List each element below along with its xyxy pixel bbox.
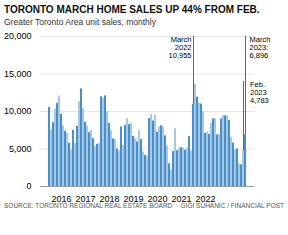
svg-text:2019: 2019	[123, 194, 143, 202]
html-text:Greater Toronto Area unit sale: Greater Toronto Area unit sales, monthly	[4, 17, 156, 27]
svg-text:2018: 2018	[99, 194, 119, 202]
html-text:TORONTO MARCH HOME SALES UP 44: TORONTO MARCH HOME SALES UP 44% FROM FEB…	[4, 4, 260, 15]
svg-text:2017: 2017	[75, 194, 95, 202]
svg-text:March2023:6,896: March2023:6,896	[250, 35, 271, 60]
svg-text:2016: 2016	[51, 194, 71, 202]
svg-text:20,000: 20,000	[4, 31, 32, 41]
svg-text:0: 0	[26, 181, 31, 191]
svg-text:Feb.20234,783: Feb.20234,783	[250, 80, 269, 105]
html-text:SOURCE: TORONTO REGIONAL REAL: SOURCE: TORONTO REGIONAL REAL ESTATE BOA…	[4, 202, 173, 209]
svg-text:March202210,955: March202210,955	[169, 35, 192, 60]
svg-text:15,000: 15,000	[4, 69, 32, 79]
svg-text:2020: 2020	[147, 194, 167, 202]
svg-text:2021: 2021	[171, 194, 191, 202]
svg-text:2022: 2022	[195, 194, 215, 202]
html-text:GIGI SUHANIC / FINANCIAL POST: GIGI SUHANIC / FINANCIAL POST	[180, 202, 284, 209]
svg-text:5,000: 5,000	[9, 144, 32, 154]
svg-text:10,000: 10,000	[4, 106, 32, 116]
